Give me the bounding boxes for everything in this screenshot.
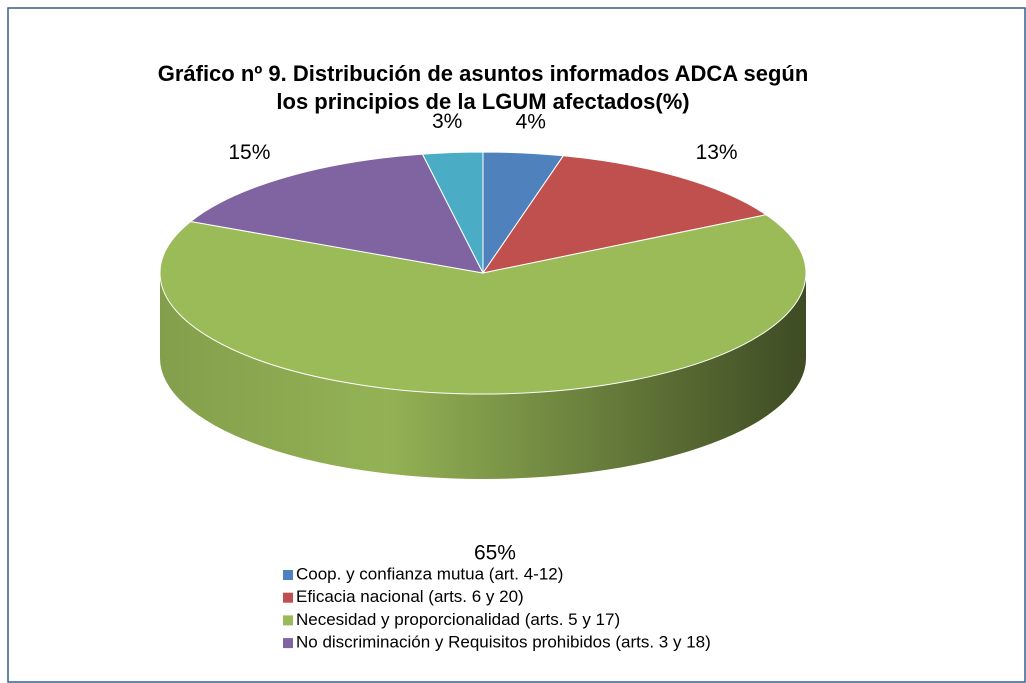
pie-slice — [421, 151, 484, 274]
pie-top — [481, 155, 768, 274]
legend-label: No discriminación y Requisitos prohibido… — [296, 633, 711, 652]
data-label: 15% — [228, 141, 270, 164]
legend-label: Eficacia nacional (arts. 6 y 20) — [296, 587, 524, 606]
pie-slice — [481, 155, 768, 274]
data-label: 13% — [696, 141, 738, 164]
chart-title: Gráfico nº 9. Distribución de asuntos in… — [158, 61, 809, 114]
pie-slice — [189, 153, 484, 274]
pie-top — [159, 214, 807, 395]
pie-top — [189, 153, 484, 274]
legend-swatch — [283, 615, 293, 626]
data-label: 4% — [516, 110, 546, 133]
legend-swatch — [283, 592, 293, 603]
legend-label: Coop. y confianza mutua (art. 4-12) — [296, 564, 563, 583]
data-label: 3% — [432, 110, 462, 133]
legend-swatch — [283, 570, 293, 580]
pie-slice — [159, 214, 807, 479]
data-label: 65% — [474, 542, 516, 565]
pie-top — [421, 151, 484, 274]
legend-swatch — [283, 638, 293, 649]
legend-label: Necesidad y proporcionalidad (arts. 5 y … — [296, 610, 620, 629]
pie-side-shade — [160, 273, 806, 479]
